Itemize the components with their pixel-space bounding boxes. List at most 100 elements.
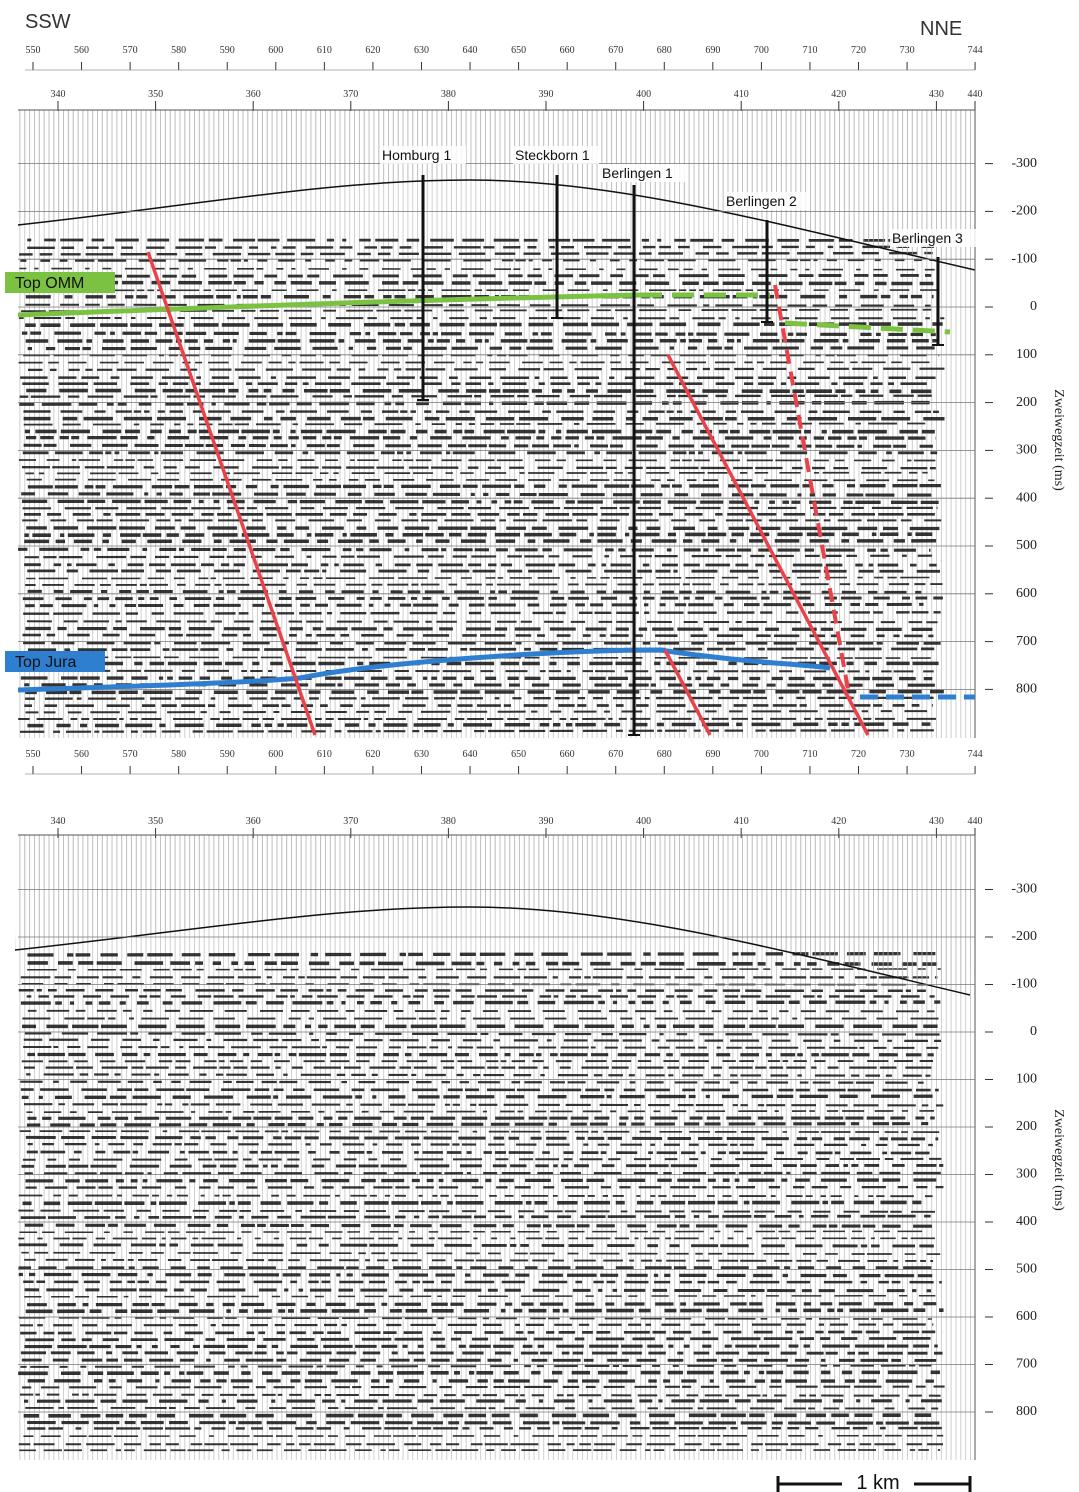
cdp-tick-label: 630 [414, 749, 429, 760]
seismic-reflection [22, 1157, 945, 1161]
seismic-reflection [26, 1073, 934, 1077]
seismic-reflection [23, 1046, 942, 1049]
time-tick-label: -100 [1011, 251, 1037, 266]
seismic-reflection [27, 483, 941, 489]
seismic-reflection [27, 245, 938, 249]
station-tick-label: 360 [246, 89, 261, 100]
seismic-reflection [19, 1323, 934, 1327]
seismic-reflection [19, 394, 932, 398]
horizon-omm [17, 292, 641, 318]
seismic-reflection [22, 633, 934, 638]
station-tick-label: 360 [246, 816, 261, 827]
seismic-reflection [25, 471, 936, 475]
time-tick-label: 300 [1016, 1167, 1037, 1182]
seismic-reflection [18, 988, 931, 993]
seismic-reflection [25, 435, 936, 440]
cdp-tick-label: 550 [26, 45, 41, 56]
seismic-reflection [25, 710, 933, 714]
cdp-tick-label: 680 [657, 749, 672, 760]
time-tick-label: 600 [1016, 1309, 1037, 1324]
seismic-reflection [24, 1288, 932, 1293]
time-tick-label: -200 [1011, 204, 1037, 219]
station-tick-label: 340 [51, 816, 66, 827]
station-tick-label: 370 [343, 816, 358, 827]
horizon-omm-dashed [640, 292, 951, 335]
cdp-tick-label: 690 [705, 749, 720, 760]
fault-dashed [773, 284, 852, 701]
seismic-reflection [27, 346, 935, 351]
seismic-reflection [24, 1032, 940, 1036]
well-label: Berlingen 3 [892, 230, 963, 246]
cdp-tick-label: 560 [74, 749, 89, 760]
seismic-reflection [25, 689, 944, 695]
well-label: Berlingen 2 [726, 193, 797, 209]
station-tick-label: 390 [539, 816, 554, 827]
time-tick-label: 200 [1016, 395, 1037, 410]
time-tick-label: 400 [1016, 490, 1037, 505]
seismic-reflection [24, 1344, 938, 1349]
station-tick-label: 430 [929, 816, 944, 827]
cdp-tick-label: 580 [171, 749, 186, 760]
seismic-reflection [21, 1163, 944, 1168]
seismic-reflection [26, 1110, 934, 1114]
seismic-reflection [18, 1272, 933, 1278]
topography [17, 179, 976, 271]
seismic-reflection [21, 331, 936, 337]
direction-left: SSW [25, 11, 71, 33]
seismic-reflection [27, 1420, 940, 1425]
time-tick-label: 300 [1016, 443, 1037, 458]
seismic-reflection [21, 466, 936, 470]
seismic-reflection [20, 1080, 935, 1084]
seismic-reflection [20, 729, 934, 733]
seismic-reflection [26, 273, 932, 278]
seismic-reflection [18, 1194, 939, 1198]
well-label-bg [890, 229, 976, 247]
station-tick-label: 340 [51, 89, 66, 100]
well-label: Berlingen 1 [602, 165, 673, 181]
above-surface [15, 835, 975, 995]
time-tick-label: 200 [1016, 1119, 1037, 1134]
cdp-tick-label: 710 [802, 749, 817, 760]
seismic-reflection [24, 1103, 944, 1107]
seismic-reflection [23, 422, 936, 426]
seismic-reflection [26, 478, 935, 482]
well-label: Homburg 1 [382, 147, 451, 163]
seismic-reflection [25, 1178, 937, 1183]
cdp-tick-label: 744 [968, 749, 983, 760]
seismic-reflection [24, 539, 937, 544]
seismic-reflection [26, 620, 938, 624]
cdp-tick-label: 700 [754, 749, 769, 760]
cdp-tick-label: 600 [268, 45, 283, 56]
cdp-tick-label: 660 [560, 749, 575, 760]
seismic-reflection [25, 626, 936, 631]
seismic-reflection [19, 1317, 932, 1320]
seismic-reflection [23, 1038, 942, 1042]
seismic-reflection [27, 367, 945, 371]
seismic-reflection [27, 951, 937, 957]
time-tick-label: 0 [1030, 299, 1037, 314]
seismic-reflection [21, 492, 935, 497]
seismic-reflection [19, 267, 935, 271]
cdp-tick-label: 730 [900, 45, 915, 56]
well-label-bg [380, 146, 466, 164]
cdp-tick-label: 690 [705, 45, 720, 56]
cdp-tick-label: 670 [608, 45, 623, 56]
seismic-reflection [20, 1364, 932, 1368]
seismic-reflection [20, 1088, 939, 1092]
time-tick-label: 100 [1016, 347, 1037, 362]
seismic-reflection [27, 961, 940, 966]
seismic-reflection [20, 676, 933, 681]
station-tick-label: 410 [734, 816, 749, 827]
seismic-reflection [23, 1434, 944, 1437]
seismic-reflection [24, 532, 933, 537]
seismic-reflection [18, 280, 934, 286]
time-axis-label: Zweiwegzeit (ms) [1051, 1109, 1066, 1211]
seismic-reflection [26, 1150, 934, 1155]
cdp-tick-label: 630 [414, 45, 429, 56]
time-tick-label: 700 [1016, 634, 1037, 649]
seismic-reflection [23, 1413, 932, 1418]
station-tick-label: 420 [831, 816, 846, 827]
seismic-reflection [27, 669, 934, 673]
horizon-label: Top OMM [15, 275, 84, 292]
